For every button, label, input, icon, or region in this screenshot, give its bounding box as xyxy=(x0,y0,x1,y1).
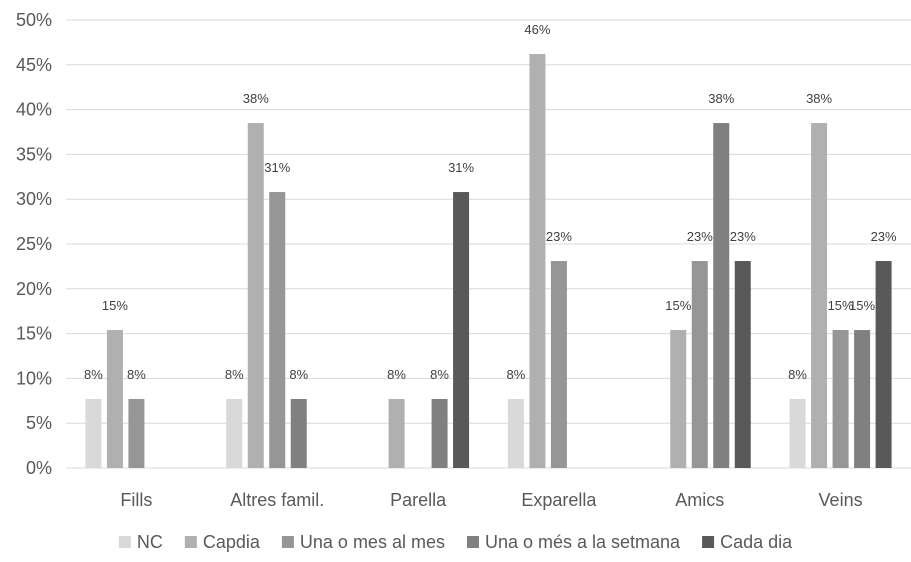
x-category-label: Veins xyxy=(819,490,863,510)
data-label: 8% xyxy=(430,367,449,382)
bar xyxy=(106,330,123,468)
bar xyxy=(128,399,145,468)
y-tick-label: 0% xyxy=(26,458,52,478)
bar xyxy=(388,399,405,468)
data-label: 38% xyxy=(243,91,269,106)
bar xyxy=(875,261,892,468)
data-label: 38% xyxy=(806,91,832,106)
bar xyxy=(431,399,448,468)
data-label: 31% xyxy=(264,160,290,175)
data-label: 8% xyxy=(84,367,103,382)
y-tick-label: 15% xyxy=(16,324,52,344)
bar xyxy=(670,330,687,468)
bar xyxy=(529,54,546,468)
bar xyxy=(713,123,730,468)
bar xyxy=(247,123,264,468)
bar xyxy=(811,123,828,468)
data-label: 8% xyxy=(289,367,308,382)
data-label: 23% xyxy=(687,229,713,244)
legend: NC Capdia Una o mes al mes Una o més a la s… xyxy=(118,532,793,552)
data-label: 15% xyxy=(665,298,691,313)
bar xyxy=(550,261,567,468)
bar xyxy=(85,399,102,468)
y-tick-label: 25% xyxy=(16,234,52,254)
data-label: 46% xyxy=(524,22,550,37)
legend-label: Cada dia xyxy=(720,532,793,552)
data-label: 8% xyxy=(127,367,146,382)
legend-swatch xyxy=(281,536,294,548)
x-category-label: Fills xyxy=(120,490,152,510)
data-label: 8% xyxy=(387,367,406,382)
y-tick-label: 20% xyxy=(16,279,52,299)
bar xyxy=(269,192,286,469)
bar xyxy=(691,261,708,468)
x-category-label: Exparella xyxy=(521,490,597,510)
data-label: 15% xyxy=(828,298,854,313)
legend-item: Cada dia xyxy=(702,532,793,552)
y-tick-label: 10% xyxy=(16,368,52,388)
bar xyxy=(226,399,243,468)
legend-item: NC xyxy=(118,532,163,552)
bar xyxy=(789,399,806,468)
data-label: 15% xyxy=(102,298,128,313)
y-tick-label: 40% xyxy=(16,100,52,120)
bar xyxy=(507,399,524,468)
y-tick-label: 50% xyxy=(16,10,52,30)
data-label: 23% xyxy=(871,229,897,244)
data-label: 23% xyxy=(730,229,756,244)
data-label: 23% xyxy=(546,229,572,244)
bar xyxy=(854,330,871,468)
y-tick-label: 5% xyxy=(26,413,52,433)
legend-item: Una o mes al mes xyxy=(281,532,445,552)
legend-swatch xyxy=(118,536,131,548)
x-axis-categories: Fills Altres famil. Parella Exparella Amics V… xyxy=(120,490,862,510)
legend-label: Una o més a la setmana xyxy=(485,532,681,552)
bars xyxy=(85,54,892,469)
y-axis-ticks: 0% 5% 10% 15% 20% 25% 30% 35% 40% 45% 50% xyxy=(16,10,52,478)
legend-label: Capdia xyxy=(203,532,261,552)
legend-swatch xyxy=(702,536,715,548)
gridlines xyxy=(66,19,911,469)
data-label: 31% xyxy=(448,160,474,175)
y-tick-label: 45% xyxy=(16,55,52,75)
x-category-label: Altres famil. xyxy=(230,490,324,510)
data-label: 8% xyxy=(788,367,807,382)
data-label: 8% xyxy=(225,367,244,382)
legend-swatch xyxy=(466,536,479,548)
x-category-label: Parella xyxy=(390,490,447,510)
y-tick-label: 30% xyxy=(16,189,52,209)
bar xyxy=(453,192,470,469)
x-category-label: Amics xyxy=(675,490,724,510)
data-labels: 8% 15% 8% 8% 38% 31% 8% 8% 8% 31% 8% 46% 23% 15% 23% 38… xyxy=(84,22,897,382)
data-label: 38% xyxy=(708,91,734,106)
data-label: 15% xyxy=(849,298,875,313)
bar xyxy=(734,261,751,468)
legend-item: Una o més a la setmana xyxy=(466,532,681,552)
bar xyxy=(290,399,307,468)
legend-swatch xyxy=(184,536,197,548)
legend-item: Capdia xyxy=(184,532,261,552)
legend-label: NC xyxy=(137,532,163,552)
legend-label: Una o mes al mes xyxy=(300,532,445,552)
y-tick-label: 35% xyxy=(16,144,52,164)
bar xyxy=(832,330,849,468)
data-label: 8% xyxy=(507,367,526,382)
